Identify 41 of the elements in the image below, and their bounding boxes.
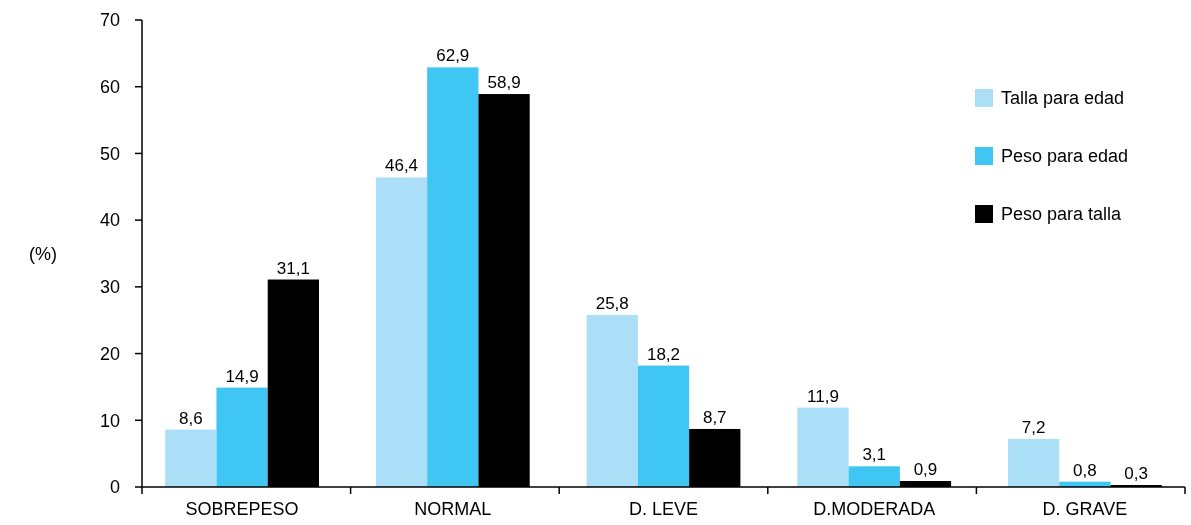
data-label: 58,9 (487, 73, 521, 93)
y-axis-title: (%) (29, 243, 57, 264)
y-tick-label: 10 (99, 410, 120, 431)
data-label: 0,3 (1124, 464, 1149, 483)
x-tick-label: D. GRAVE (1042, 499, 1128, 519)
bar (637, 365, 690, 487)
data-label: 11,9 (807, 386, 839, 406)
data-label: 8,6 (178, 408, 203, 428)
bar (375, 177, 428, 487)
data-label: 62,9 (436, 46, 470, 66)
data-label: 31,1 (276, 258, 310, 278)
data-label: 0,9 (913, 460, 938, 479)
data-label: 14,9 (225, 366, 259, 386)
y-tick-label: 0 (109, 477, 120, 498)
x-tick-label: D. LEVE (628, 499, 699, 519)
bar (427, 67, 479, 487)
y-tick-label: 30 (99, 277, 120, 298)
data-label: 8,7 (702, 407, 727, 427)
data-label: 7,2 (1021, 417, 1046, 437)
y-tick-label: 40 (99, 210, 120, 231)
y-tick-label: 20 (99, 343, 120, 364)
bar (216, 387, 268, 487)
bar (848, 466, 900, 487)
x-tick-label: D.MODERADA (813, 499, 936, 519)
data-label: 46,4 (384, 156, 419, 176)
legend-label: Talla para edad (1001, 88, 1125, 109)
bar (797, 407, 849, 487)
legend-label: Peso para talla (1001, 204, 1123, 225)
bar (165, 429, 217, 487)
y-tick-label: 50 (99, 143, 120, 164)
data-label: 3,1 (862, 445, 887, 465)
x-tick-label: NORMAL (414, 499, 492, 519)
legend-label: Peso para edad (1001, 146, 1129, 167)
data-label: 0,8 (1073, 460, 1097, 480)
y-tick-label: 70 (99, 10, 120, 31)
y-tick-label: 60 (99, 77, 120, 98)
bar (586, 314, 638, 487)
data-label: 25,8 (595, 293, 629, 313)
x-tick-label: SOBREPESO (185, 499, 299, 519)
data-label: 18,2 (646, 344, 681, 364)
bar (1008, 438, 1060, 487)
